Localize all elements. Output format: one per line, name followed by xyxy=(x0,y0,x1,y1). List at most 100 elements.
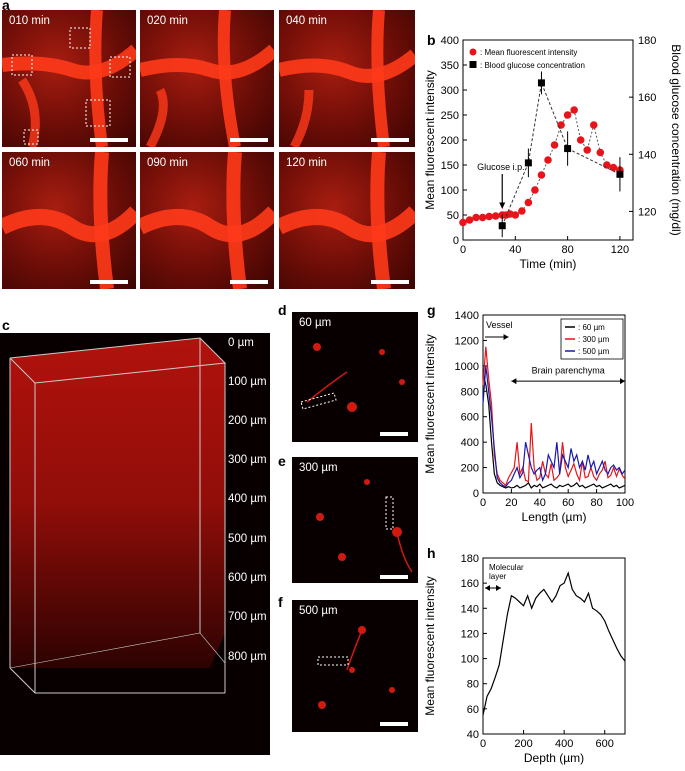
x-tick-label: 80 xyxy=(590,497,602,509)
cell-image xyxy=(316,479,413,573)
frame-060: 060 min xyxy=(2,152,136,289)
y-tick-label: 80 xyxy=(467,679,479,691)
scale-bar xyxy=(371,280,409,284)
scale-bar xyxy=(230,138,268,142)
y-tick-label: 400 xyxy=(441,35,459,47)
legend-label-glucose: : Blood glucose concentration xyxy=(480,61,585,70)
panel-label-b: b xyxy=(427,32,436,48)
x-tick-label: 80 xyxy=(561,244,573,256)
depth-label: 300 µm xyxy=(228,454,267,466)
time-label: 090 min xyxy=(147,157,188,169)
intensity-point xyxy=(491,212,500,220)
panel-label-a: a xyxy=(2,0,10,13)
x-tick-label: 100 xyxy=(616,497,634,509)
x-tick-label: 0 xyxy=(480,497,486,509)
y-tick-label: 200 xyxy=(461,463,479,475)
glucose-line xyxy=(501,80,621,226)
scale-bar xyxy=(371,138,409,142)
y-tick-label: 60 xyxy=(467,704,479,716)
depth-label: 500 µm xyxy=(228,533,267,545)
annotation-vessel: Vessel xyxy=(486,320,513,330)
y-tick-label: 0 xyxy=(473,488,479,500)
panel-label-g: g xyxy=(427,302,436,318)
y-tick-label: 100 xyxy=(461,654,479,666)
x-tick-label: 600 xyxy=(596,738,614,750)
frame-120: 120 min xyxy=(279,152,415,289)
intensity-point xyxy=(570,106,578,114)
y-axis-label: Mean fluorescent intensity xyxy=(423,576,437,715)
scale-bar xyxy=(90,280,128,284)
chart-g: 0 20 40 60 80 1000200400600800100012001400Len… xyxy=(423,310,634,524)
y-tick-label: 50 xyxy=(447,210,459,222)
y-tick-label: 160 xyxy=(461,578,479,590)
depth-label: 60 µm xyxy=(299,317,332,329)
time-label: 040 min xyxy=(286,15,327,27)
y2-tick-label: 140 xyxy=(638,149,656,161)
intensity-point xyxy=(609,163,618,172)
depth-label: 700 µm xyxy=(228,611,267,623)
plot-frame xyxy=(482,557,626,735)
series-line xyxy=(482,372,626,489)
y-tick-label: 140 xyxy=(461,603,479,615)
vessel-image xyxy=(279,10,415,147)
scale-bar xyxy=(90,138,128,142)
volume-render: 0 µm 100 µm 200 µm 300 µm 400 µm 500 µm … xyxy=(0,333,270,755)
y2-tick-label: 180 xyxy=(638,35,656,47)
y-tick-label: 600 xyxy=(461,412,479,424)
frame-020: 020 min xyxy=(140,10,274,147)
vessel-image xyxy=(279,152,415,289)
intensity-point xyxy=(576,136,585,144)
intensity-point xyxy=(472,213,480,222)
intensity-point xyxy=(603,161,611,169)
intensity-point xyxy=(465,216,474,224)
cell-image xyxy=(300,343,405,412)
intensity-point xyxy=(589,121,598,129)
x-tick-label: 60 xyxy=(562,497,574,509)
intensity-point xyxy=(563,111,572,119)
y-tick-label: 1200 xyxy=(455,335,479,347)
vessel-image xyxy=(2,10,136,147)
y-tick-label: 180 xyxy=(461,553,479,565)
time-label: 120 min xyxy=(286,157,327,169)
scale-bar xyxy=(380,722,408,726)
frame-010: 010 min xyxy=(2,10,136,147)
molecular-arrowhead-right xyxy=(496,585,501,591)
glucose-point xyxy=(524,159,532,167)
vessel-image xyxy=(140,152,274,289)
legend-label-intensity: : Mean fluorescent intensity xyxy=(480,48,577,57)
volume-image xyxy=(9,337,227,694)
depth-label: 800 µm xyxy=(228,651,267,663)
x-tick-label: 0 xyxy=(480,738,486,750)
y-tick-label: 350 xyxy=(441,60,459,72)
panel-label-d: d xyxy=(278,302,287,318)
x-axis-label: Depth (µm) xyxy=(524,751,584,765)
panel-label-e: e xyxy=(278,453,286,469)
x-tick-label: 120 xyxy=(611,244,629,256)
depth-profile-line xyxy=(482,571,626,716)
scale-bar xyxy=(380,432,408,436)
intensity-point xyxy=(531,186,539,194)
y-tick-label: 1000 xyxy=(455,361,479,373)
x-tick-label: 20 xyxy=(505,497,517,509)
series-line xyxy=(482,365,626,488)
time-label: 010 min xyxy=(9,15,50,27)
y-tick-label: 400 xyxy=(461,437,479,449)
y2-axis-label: Blood glucose concentration (mg/dl) xyxy=(669,44,683,235)
intensity-point xyxy=(557,121,565,129)
depth-label: 0 µm xyxy=(228,337,254,349)
y-tick-label: 1400 xyxy=(455,310,479,322)
intensity-point xyxy=(518,207,526,215)
intensity-point xyxy=(596,148,605,157)
legend-label: : 300 µm xyxy=(578,335,610,344)
x-axis-label: Length (µm) xyxy=(522,510,587,524)
glucose-point xyxy=(564,145,572,153)
legend-label: : 60 µm xyxy=(578,323,605,332)
depth-label: 500 µm xyxy=(299,605,338,617)
intensity-point xyxy=(524,198,533,207)
vessel-image xyxy=(140,10,274,147)
chart-h: 0 200 400 600 40 60 80 100 120 140 160 180 Depth (µm… xyxy=(423,553,626,765)
time-label: 020 min xyxy=(147,15,188,27)
molecular-arrowhead-left xyxy=(485,585,490,591)
frame-040: 040 min xyxy=(279,10,415,147)
image-f: 500 µm xyxy=(292,600,418,732)
